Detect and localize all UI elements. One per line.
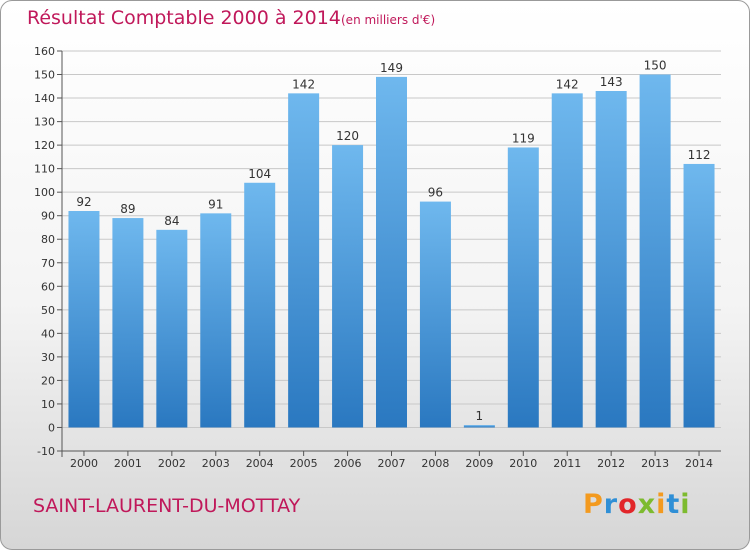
bar — [639, 74, 671, 428]
logo-letter: i — [680, 489, 691, 520]
y-tick-label: 30 — [41, 351, 55, 364]
data-label: 112 — [688, 148, 711, 162]
x-tick-label: 2008 — [421, 457, 449, 470]
bar — [419, 201, 451, 428]
logo-letter: i — [656, 489, 667, 520]
x-tick-label: 2011 — [553, 457, 581, 470]
bar — [244, 182, 276, 428]
data-label: 104 — [248, 167, 271, 181]
chart-subtitle: (en milliers d'€) — [341, 13, 436, 27]
y-tick-label: 50 — [41, 304, 55, 317]
x-tick-label: 2012 — [597, 457, 625, 470]
x-tick-label: 2010 — [509, 457, 537, 470]
bar — [200, 213, 232, 428]
x-tick-label: 2001 — [114, 457, 142, 470]
data-label: 142 — [292, 77, 315, 91]
y-tick-label: 100 — [34, 186, 55, 199]
y-tick-label: 40 — [41, 327, 55, 340]
y-tick-label: 70 — [41, 257, 55, 270]
y-tick-label: 60 — [41, 280, 55, 293]
proxiti-logo[interactable]: Proxiti — [583, 489, 691, 520]
x-tick-label: 2006 — [334, 457, 362, 470]
data-label: 120 — [336, 129, 359, 143]
x-tick-label: 2004 — [246, 457, 274, 470]
x-tick-label: 2014 — [685, 457, 713, 470]
logo-letter: P — [583, 489, 604, 520]
y-tick-label: 90 — [41, 210, 55, 223]
data-label: 142 — [556, 77, 579, 91]
chart-title: Résultat Comptable 2000 à 2014 — [27, 7, 341, 29]
y-tick-label: -10 — [37, 445, 55, 458]
y-tick-label: 140 — [34, 92, 55, 105]
bar — [507, 147, 539, 428]
x-tick-label: 2003 — [202, 457, 230, 470]
data-label: 1 — [476, 409, 484, 423]
y-tick-label: 20 — [41, 374, 55, 387]
data-label: 92 — [76, 195, 91, 209]
data-label: 84 — [164, 214, 179, 228]
y-tick-label: 10 — [41, 398, 55, 411]
y-tick-label: 130 — [34, 116, 55, 129]
x-tick-label: 2005 — [290, 457, 318, 470]
logo-letter: r — [603, 489, 619, 520]
y-tick-label: 80 — [41, 233, 55, 246]
x-axis-ticks: 2000 2001 2002 2003 2004 2005 2006 2007 2008 2009… — [70, 451, 713, 470]
bar — [68, 211, 100, 428]
bar — [683, 163, 715, 428]
x-tick-label: 2013 — [641, 457, 669, 470]
data-label: 143 — [600, 75, 623, 89]
commune-name: SAINT-LAURENT-DU-MOTTAY — [33, 495, 301, 517]
bars — [68, 74, 715, 428]
data-label: 119 — [512, 131, 535, 145]
x-tick-label: 2009 — [465, 457, 493, 470]
y-tick-label: 160 — [34, 45, 55, 58]
y-tick-label: 150 — [34, 69, 55, 82]
bar — [332, 145, 364, 428]
bar — [551, 93, 583, 428]
bar — [463, 425, 495, 428]
data-label: 89 — [120, 202, 135, 216]
y-tick-label: 120 — [34, 139, 55, 152]
data-labels: 92 89 84 91 104 142 120 149 96 1 119 142 143 150 112 — [76, 59, 710, 424]
data-label: 150 — [644, 59, 667, 73]
bar — [156, 229, 188, 428]
data-label: 96 — [428, 186, 443, 200]
x-tick-label: 2000 — [70, 457, 98, 470]
x-tick-label: 2007 — [378, 457, 406, 470]
logo-letter: x — [637, 489, 657, 520]
logo-letter: o — [618, 489, 638, 520]
y-axis-ticks: -10 0 10 20 30 40 50 60 70 80 90 100 110 120 130 140 150… — [34, 45, 62, 458]
bar — [376, 76, 407, 428]
x-tick-label: 2002 — [158, 457, 186, 470]
bar — [112, 218, 144, 428]
data-label: 91 — [208, 197, 223, 211]
bar — [288, 93, 320, 428]
y-tick-label: 110 — [34, 163, 55, 176]
data-label: 149 — [380, 61, 403, 75]
bar — [595, 91, 627, 428]
logo-letter: t — [666, 489, 681, 520]
y-tick-label: 0 — [48, 421, 55, 434]
